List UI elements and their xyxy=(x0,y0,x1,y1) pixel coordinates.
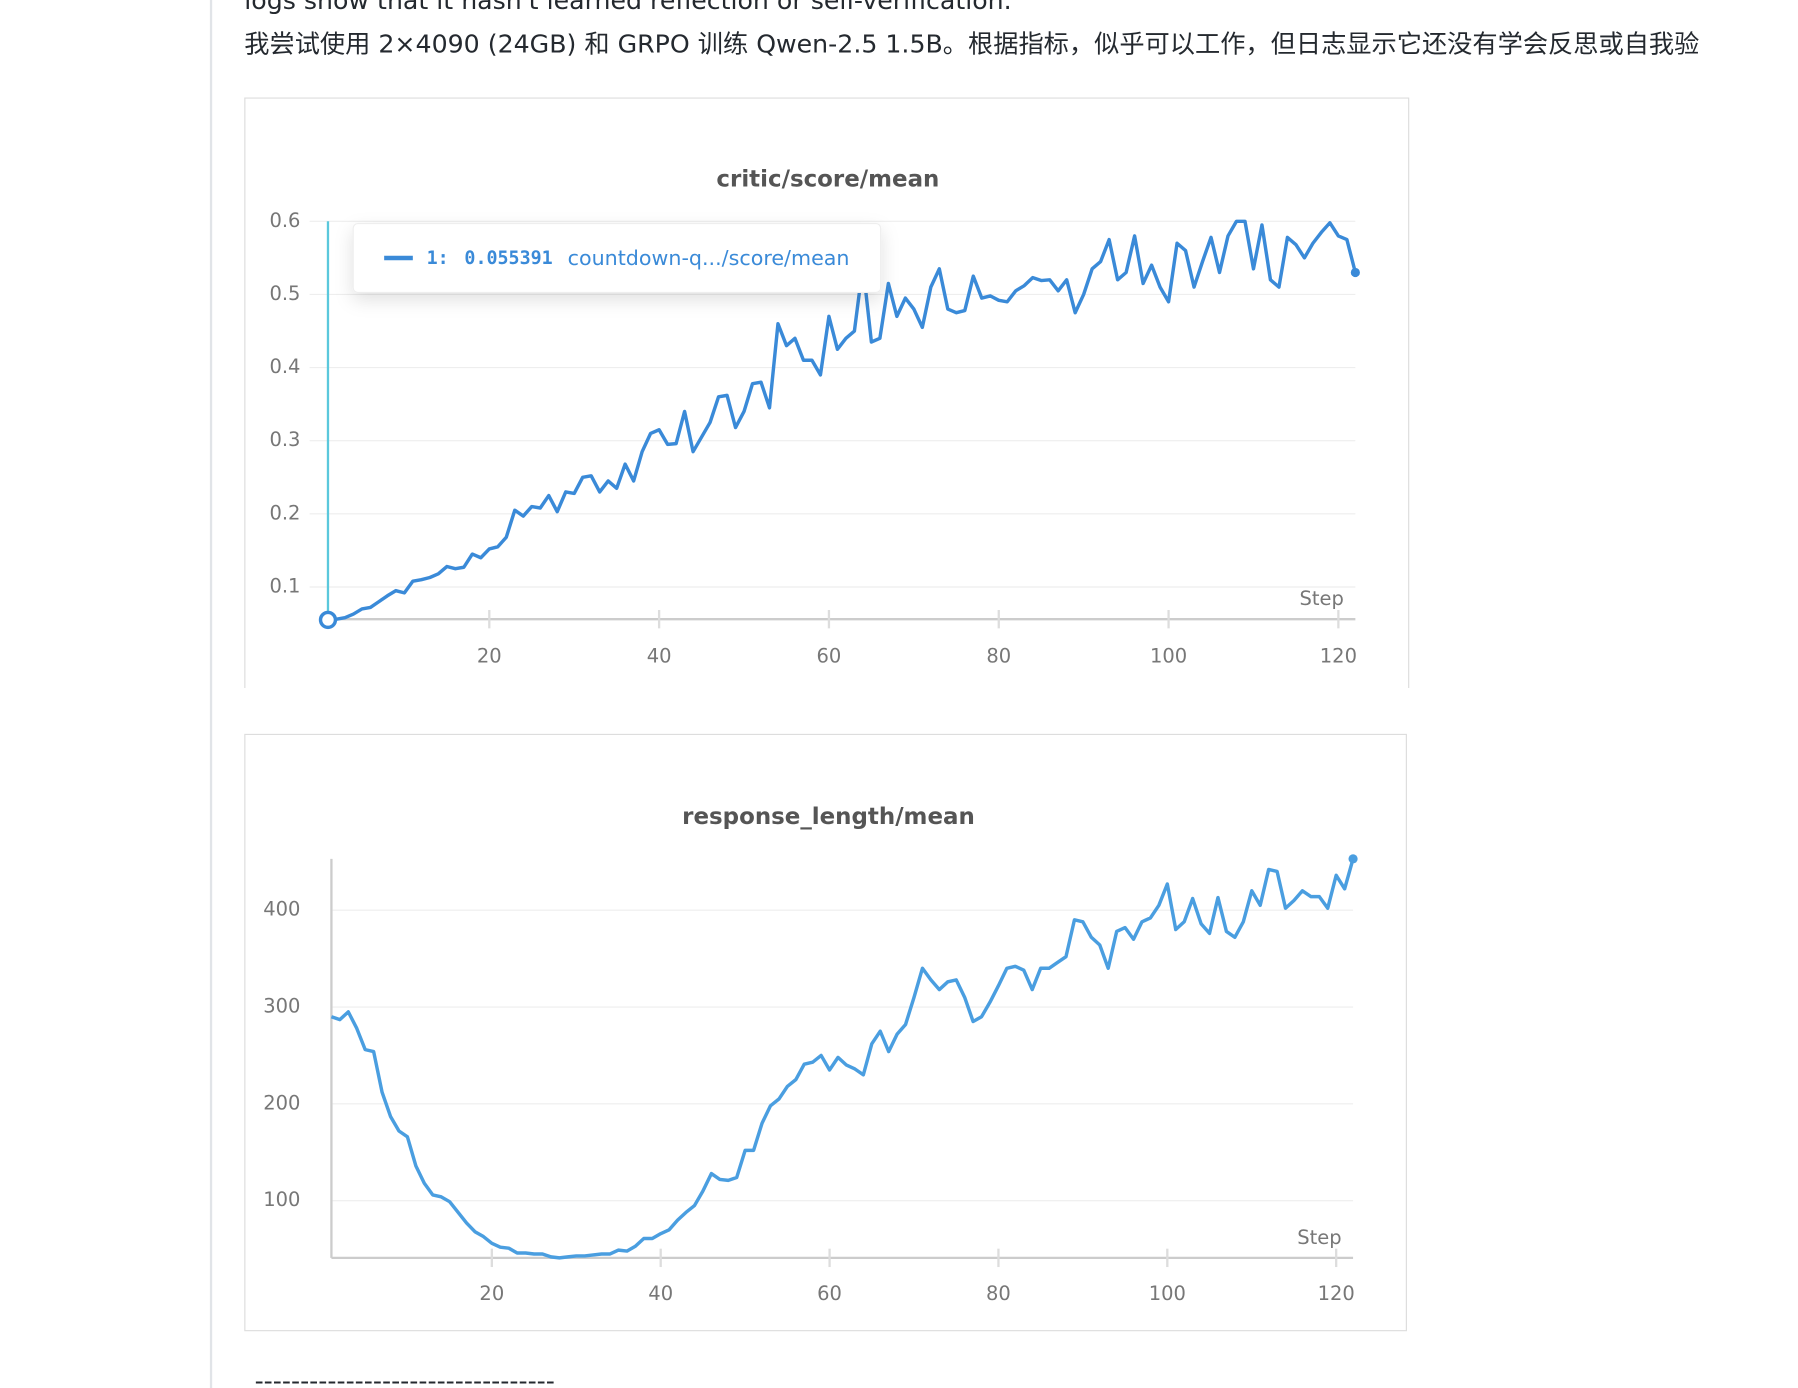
hover-point xyxy=(318,610,338,630)
x-tick-label: 80 xyxy=(986,1282,1011,1305)
x-tick-label: 40 xyxy=(647,645,672,668)
x-tick-label: 100 xyxy=(1150,645,1187,668)
x-tick-label: 40 xyxy=(648,1282,673,1305)
chart-title: critic/score/mean xyxy=(716,167,939,193)
x-tick-label: 20 xyxy=(477,645,502,668)
tooltip-box xyxy=(352,223,882,293)
end-point xyxy=(1350,267,1360,278)
x-tick-label: 120 xyxy=(1318,1282,1355,1305)
paragraph-line: logs show that it hasn't learned reflect… xyxy=(244,0,1011,15)
tooltip-series: 1: xyxy=(427,248,449,269)
chart-card xyxy=(244,733,1407,1332)
x-axis-label: Step xyxy=(1297,1226,1341,1249)
y-tick-label: 0.1 xyxy=(269,575,300,598)
tooltip: 1: 0.055391 countdown-q.../score/mean xyxy=(352,223,882,293)
separator: --------------------------------- xyxy=(255,1367,555,1388)
x-tick-label: 100 xyxy=(1149,1282,1186,1305)
y-tick-label: 0.3 xyxy=(269,428,300,451)
chart-title: response_length/mean xyxy=(682,804,975,830)
y-tick-label: 200 xyxy=(263,1091,300,1114)
charts: critic/score/mean 0.1 0.2 0.3 0.4 0.5 0.6 20 40 6… xyxy=(263,167,1360,1305)
x-tick-label: 60 xyxy=(817,645,842,668)
y-tick-label: 100 xyxy=(263,1188,300,1211)
x-tick-label: 80 xyxy=(986,645,1011,668)
tooltip-name: countdown-q.../score/mean xyxy=(568,246,850,270)
data-line xyxy=(327,219,1358,622)
y-tick-label: 0.2 xyxy=(269,501,300,524)
tooltip-value: 0.055391 xyxy=(464,248,552,269)
y-tick-label: 0.5 xyxy=(269,282,300,305)
x-axis-label: Step xyxy=(1300,587,1344,610)
y-tick-label: 0.6 xyxy=(269,209,300,232)
x-tick-label: 120 xyxy=(1320,645,1357,668)
y-tick-label: 0.4 xyxy=(269,355,300,378)
x-tick-label: 60 xyxy=(817,1282,842,1305)
x-tick-label: 20 xyxy=(479,1282,504,1305)
data-line xyxy=(330,858,1355,1260)
y-tick-label: 300 xyxy=(263,995,300,1018)
paragraph-line: 我尝试使用 2×4090 (24GB) 和 GRPO 训练 Qwen-2.5 1… xyxy=(244,30,1699,59)
y-tick-label: 400 xyxy=(263,898,300,921)
end-point xyxy=(1348,854,1358,864)
